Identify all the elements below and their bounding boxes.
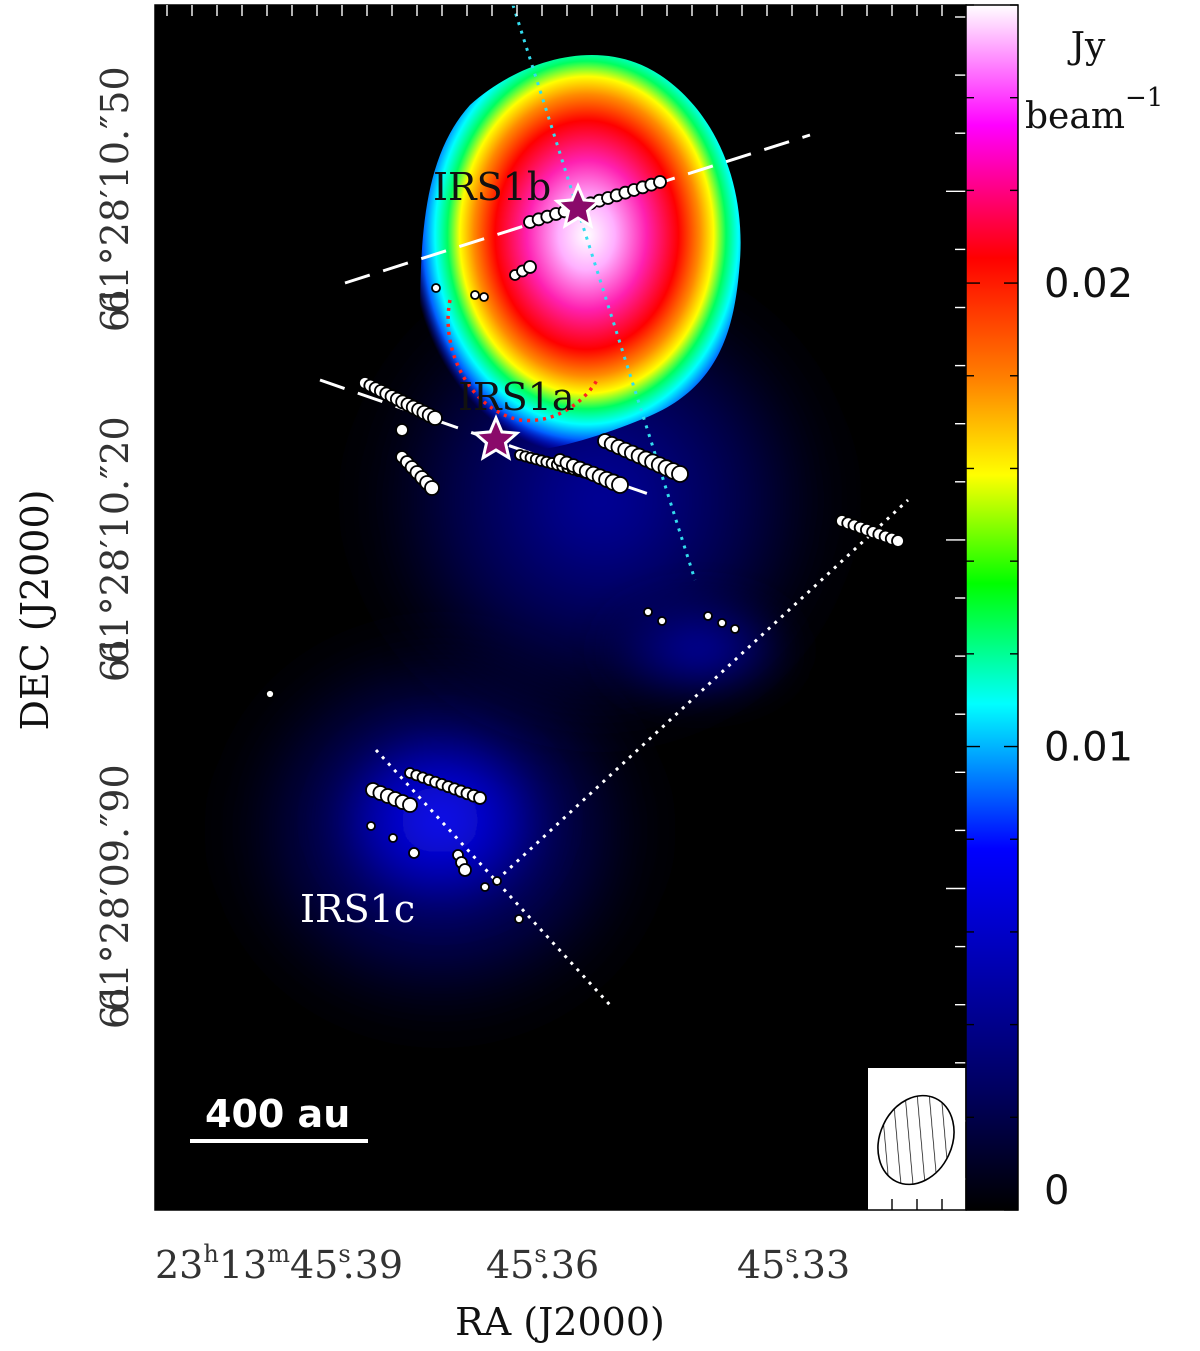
colorbar-unit-line2: beam−1 <box>1025 83 1163 137</box>
y-tick-label-1b: 61 <box>93 284 137 332</box>
emission-main-core <box>420 54 741 455</box>
maser-spot <box>408 847 420 859</box>
maser-spot <box>703 611 713 621</box>
source-label-irs1a: IRS1a <box>458 375 575 419</box>
second-mark: s <box>534 1240 546 1268</box>
source-label-irs1b: IRS1b <box>433 165 551 209</box>
axis-irs1c-long <box>495 498 910 882</box>
x-axis-title: RA (J2000) <box>455 1300 665 1344</box>
y-tick-label-3b: 61 <box>93 981 137 1029</box>
x-tick-label-2: 45s.36 <box>486 1240 599 1287</box>
maser-spot <box>717 618 727 628</box>
star-irs1a <box>471 414 521 461</box>
maser-spot <box>265 689 275 699</box>
axis-irs1c-short <box>374 748 612 1007</box>
arcsec-mark: .″ <box>93 813 137 839</box>
maser-spot <box>671 465 689 483</box>
maser-spot <box>611 476 629 494</box>
y-tick-label-3: 61°28′09.″90 <box>93 764 137 1011</box>
colorbar-ticks <box>966 4 1018 1211</box>
maser-spot <box>492 876 502 886</box>
second-mark: s <box>785 1240 797 1268</box>
colorbar-unit-line1: Jy <box>1067 26 1106 67</box>
star-irs1b <box>553 182 603 229</box>
maser-spot <box>653 175 667 189</box>
emission-blob-irs1c <box>310 710 570 930</box>
maser-spot <box>402 797 418 813</box>
y-tick-label-2b: 61 <box>93 634 137 682</box>
source-label-irs1c: IRS1c <box>300 887 415 931</box>
maser-spot <box>479 292 489 302</box>
minute-mark: m <box>267 1240 290 1268</box>
y-tick-label-1: 61°28′10.″50 <box>93 66 137 313</box>
y-axis-title: DEC (J2000) <box>13 490 57 731</box>
maser-spot <box>643 607 653 617</box>
maser-spot <box>657 616 667 626</box>
colorbar-label-1: 0.01 <box>1044 725 1133 771</box>
colorbar-label-0: 0.02 <box>1044 261 1133 307</box>
x-tick-label-1: 23h13m45s.39 <box>155 1240 403 1287</box>
maser-spot <box>366 821 376 831</box>
maser-spot <box>431 283 441 293</box>
scale-bar-label: 400 au <box>205 1092 350 1136</box>
maser-spot <box>388 833 398 843</box>
maser-spot <box>514 914 524 924</box>
arcsec-mark: .″ <box>93 465 137 491</box>
emission-map <box>210 54 860 1040</box>
outflow-axis-irs1b <box>511 5 697 581</box>
maser-spot <box>891 534 905 548</box>
maser-spot <box>427 410 443 426</box>
second-mark: s <box>338 1240 350 1268</box>
beam-ellipse <box>877 1094 955 1186</box>
hour-mark: h <box>203 1240 218 1268</box>
arcsec-mark: .″ <box>93 115 137 141</box>
maser-spot <box>395 423 409 437</box>
maser-spots <box>265 175 905 924</box>
colorbar-label-2: 0 <box>1044 1168 1069 1214</box>
maser-spot <box>730 624 740 634</box>
y-tick-label-2: 61°28′10.″20 <box>93 416 137 663</box>
emission-halo-east <box>590 590 810 710</box>
maser-spot <box>473 791 487 805</box>
x-tick-label-3: 45s.33 <box>737 1240 850 1287</box>
maser-spot <box>470 290 480 300</box>
maser-spot <box>480 882 490 892</box>
colorbar <box>965 4 1019 1211</box>
maser-spot <box>523 260 537 274</box>
overlays <box>265 5 910 1007</box>
arc-red <box>446 299 600 423</box>
maser-spot <box>458 863 472 877</box>
plot-ticks <box>155 5 966 1210</box>
maser-spot <box>424 480 440 496</box>
